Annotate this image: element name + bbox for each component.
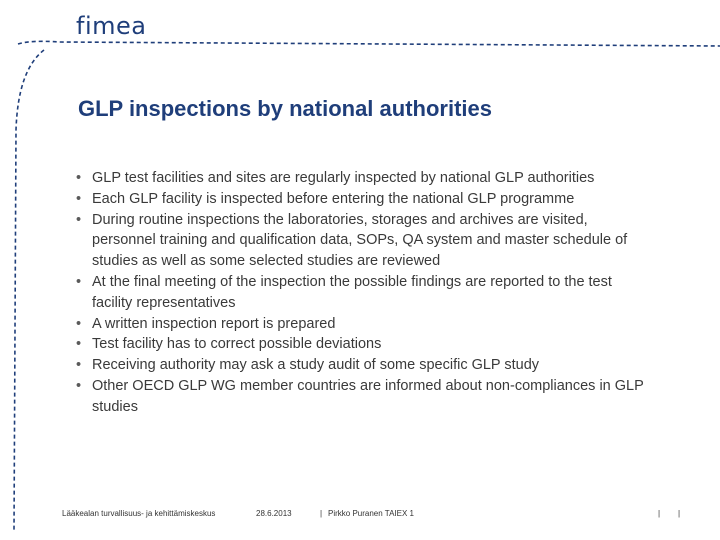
bullet-text: Each GLP facility is inspected before en… (92, 190, 575, 207)
bullet-item: • GLP test facilities and sites are regul… (76, 168, 646, 189)
bullet-icon: • (76, 336, 82, 353)
bullet-list: • GLP test facilities and sites are regul… (76, 168, 646, 418)
bullet-item: • Other OECD GLP WG member countries are … (76, 376, 646, 418)
bullet-item: • Test facility has to correct possible d… (76, 334, 646, 355)
bullet-text: Test facility has to correct possible de… (92, 336, 382, 353)
bullet-item: • During routine inspections the laborato… (76, 210, 646, 272)
bullet-item: • At the final meeting of the inspection … (76, 272, 646, 314)
footer-separator: | (320, 509, 323, 518)
slide-footer: Lääkealan turvallisuus- ja kehittämiskes… (0, 509, 720, 523)
bullet-icon: • (76, 315, 82, 332)
fimea-logo: fimea (76, 12, 147, 40)
bullet-item: • A written inspection report is prepared (76, 314, 646, 335)
footer-author: Pirkko Puranen TAIEX 1 (328, 509, 414, 518)
bullet-icon: • (76, 273, 82, 290)
bullet-text: At the final meeting of the inspection t… (92, 273, 612, 311)
bullet-item: • Receiving authority may ask a study aud… (76, 355, 646, 376)
bullet-item: • Each GLP facility is inspected before e… (76, 189, 646, 210)
bullet-text: During routine inspections the laborator… (92, 211, 628, 270)
bullet-icon: • (76, 377, 82, 394)
slide-title: GLP inspections by national authorities (78, 96, 492, 121)
bullet-icon: • (76, 190, 82, 207)
footer-separator: | (678, 509, 681, 518)
bullet-text: Receiving authority may ask a study audi… (92, 357, 540, 374)
bullet-text: GLP test facilities and sites are regula… (92, 170, 595, 186)
footer-date: 28.6.2013 (256, 509, 292, 518)
footer-separator: | (658, 509, 661, 518)
bullet-text: A written inspection report is prepared (92, 315, 336, 332)
bullet-icon: • (76, 211, 82, 228)
bullet-text: Other OECD GLP WG member countries are i… (92, 377, 644, 415)
bullet-icon: • (76, 170, 82, 186)
bullet-icon: • (76, 357, 82, 374)
footer-organization: Lääkealan turvallisuus- ja kehittämiskes… (62, 509, 216, 518)
